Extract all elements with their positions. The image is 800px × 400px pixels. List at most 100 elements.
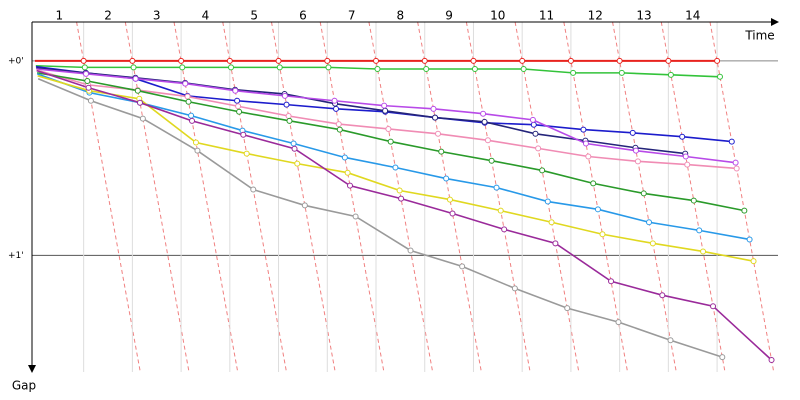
point — [336, 126, 343, 133]
lap-line — [270, 21, 336, 373]
point — [374, 65, 381, 72]
lap-line — [124, 21, 190, 373]
point — [87, 97, 94, 104]
point — [250, 186, 257, 193]
point — [497, 207, 504, 214]
point — [768, 357, 775, 364]
point — [665, 57, 672, 64]
point — [226, 57, 233, 64]
point — [232, 87, 239, 94]
lap-line — [514, 21, 580, 373]
point — [373, 57, 380, 64]
point — [286, 117, 293, 124]
point — [396, 187, 403, 194]
point — [432, 114, 439, 121]
x-tick-label: 7 — [348, 9, 356, 23]
point — [608, 278, 615, 285]
point — [290, 140, 297, 147]
point — [544, 198, 551, 205]
point — [184, 93, 191, 100]
point — [682, 153, 689, 160]
point — [646, 219, 653, 226]
x-tick-label: 9 — [445, 9, 453, 23]
lap-line — [660, 21, 726, 373]
point — [421, 57, 428, 64]
point — [134, 87, 141, 94]
lap-line — [612, 21, 677, 373]
point — [594, 206, 601, 213]
point — [178, 57, 185, 64]
point — [714, 57, 721, 64]
point — [228, 64, 235, 71]
point — [532, 130, 539, 137]
point — [634, 158, 641, 165]
point — [130, 64, 137, 71]
x-tick-label: 11 — [539, 9, 554, 23]
point — [684, 161, 691, 168]
y-axis-label: Gap — [12, 379, 36, 393]
point — [615, 319, 622, 326]
x-tick-label: 10 — [490, 9, 505, 23]
point — [471, 65, 478, 72]
point — [240, 131, 247, 138]
point — [136, 99, 143, 106]
point — [700, 248, 707, 255]
point — [301, 202, 308, 209]
point — [192, 139, 199, 146]
point — [530, 121, 537, 128]
point — [585, 153, 592, 160]
point — [335, 121, 342, 128]
point — [236, 108, 243, 115]
point — [488, 157, 495, 164]
point — [188, 112, 195, 119]
point — [243, 150, 250, 157]
point — [81, 64, 88, 71]
point — [511, 285, 518, 292]
point — [294, 160, 301, 167]
point — [470, 57, 477, 64]
point — [710, 303, 717, 310]
point — [696, 227, 703, 234]
point — [640, 190, 647, 197]
point — [667, 337, 674, 344]
series-line — [36, 68, 736, 164]
x-tick-label: 4 — [202, 9, 210, 23]
point — [616, 57, 623, 64]
point — [430, 105, 437, 112]
point — [235, 103, 242, 110]
point — [325, 64, 332, 71]
point — [716, 73, 723, 80]
point — [746, 236, 753, 243]
point — [580, 126, 587, 133]
x-tick-label: 5 — [250, 9, 258, 23]
lap-line — [222, 21, 287, 373]
point — [346, 182, 353, 189]
point — [385, 125, 392, 132]
point — [599, 231, 606, 238]
y-tick-label: +0' — [8, 56, 24, 66]
lap-line — [563, 21, 629, 373]
point — [179, 64, 186, 71]
point — [324, 57, 331, 64]
point — [392, 164, 399, 171]
point — [564, 305, 571, 312]
point — [185, 98, 192, 105]
point — [83, 70, 90, 77]
point — [132, 75, 139, 82]
point — [139, 115, 146, 122]
point — [679, 133, 686, 140]
point — [194, 147, 201, 154]
point — [446, 196, 453, 203]
point — [484, 137, 491, 144]
lap-line — [709, 21, 775, 373]
point — [435, 130, 442, 137]
point — [276, 64, 283, 71]
series-line — [37, 77, 723, 358]
point — [352, 213, 359, 220]
x-axis-label: Time — [744, 29, 774, 43]
point — [283, 101, 290, 108]
point — [84, 77, 91, 84]
point — [333, 105, 340, 112]
point — [80, 57, 87, 64]
